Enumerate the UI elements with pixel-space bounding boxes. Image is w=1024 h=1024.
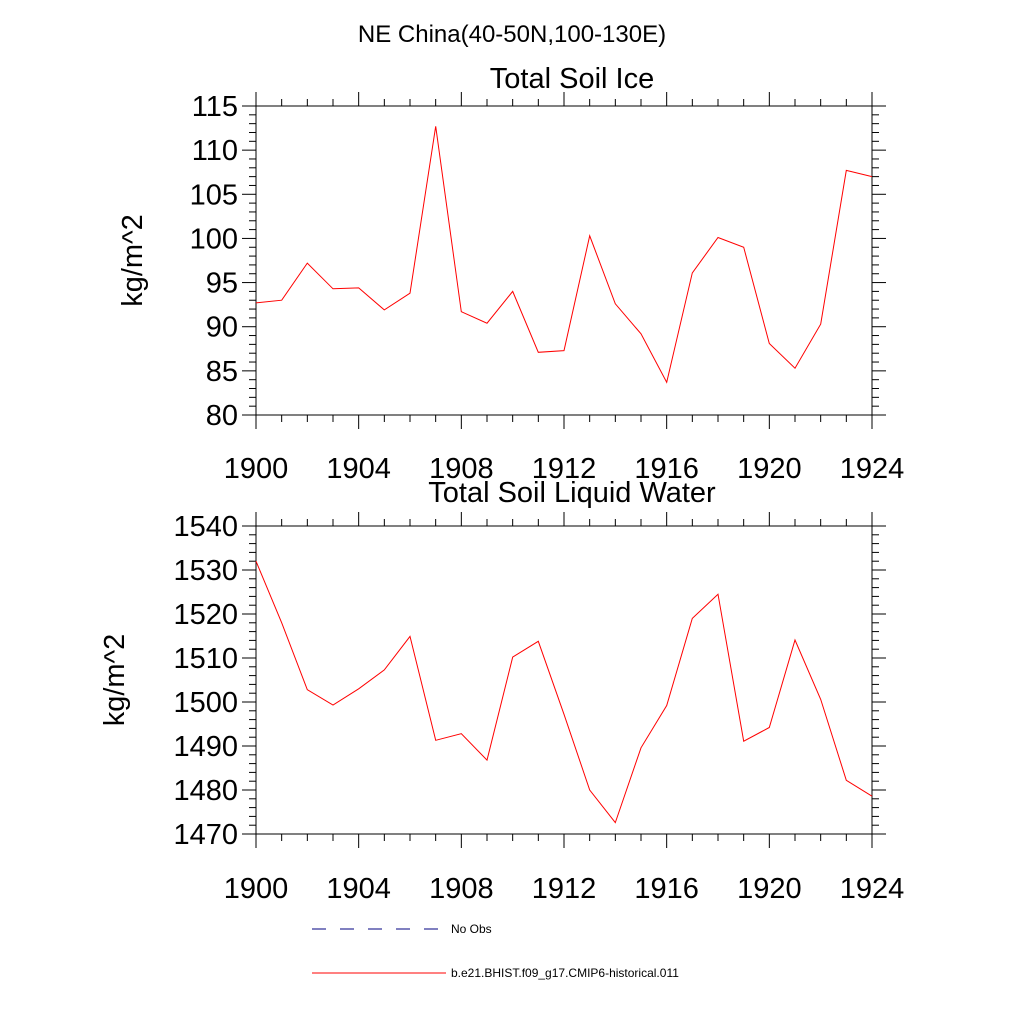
x-tick-label: 1920 [737,453,802,485]
legend-label: No Obs [451,922,492,936]
y-tick-label: 1510 [173,643,238,675]
x-tick-label: 1908 [429,873,494,905]
x-tick-label: 1924 [840,453,905,485]
x-tick-label: 1924 [840,873,905,905]
legend-entry-1: No Obs [312,922,492,936]
chart-panels: Total Soil Ice kg/m^2 80 85 90 95 100 105 110 115… [99,63,904,905]
chart-panel-2: Total Soil Liquid Water kg/m^2 1470 1480 149… [99,477,904,905]
series-line-1 [255,126,873,384]
x-tick-label: 1912 [532,873,597,905]
x-tick-label: 1920 [737,873,802,905]
chart-panel-1: Total Soil Ice kg/m^2 80 85 90 95 100 105 110 115… [117,63,904,485]
legend-label: b.e21.BHIST.f09_g17.CMIP6-historical.011 [451,966,679,980]
y-tick-label: 85 [206,356,238,388]
x-tick-label: 1904 [326,873,391,905]
x-tick-label: 1900 [224,873,289,905]
x-tick-label: 1916 [634,453,699,485]
x-tick-label: 1916 [634,873,699,905]
y-axis-label: kg/m^2 [99,634,131,727]
y-tick-label: 1500 [173,687,238,719]
chart-title: Total Soil Ice [490,63,654,95]
plot-frame [255,525,873,835]
y-tick-label: 1520 [173,599,238,631]
y-tick-label: 1480 [173,775,238,807]
y-tick-label: 1490 [173,731,238,763]
y-tick-label: 95 [206,268,238,300]
y-tick-label: 110 [192,135,238,167]
y-tick-label: 115 [192,91,238,123]
y-tick-label: 80 [206,400,238,432]
legend-entry-2: b.e21.BHIST.f09_g17.CMIP6-historical.011 [312,966,679,980]
y-axis-label: kg/m^2 [117,214,149,307]
series-line-1 [255,561,873,824]
y-tick-label: 1540 [173,511,238,543]
y-tick-label: 90 [206,312,238,344]
x-tick-label: 1908 [429,453,494,485]
y-tick-label: 1470 [173,819,238,851]
y-tick-label: 1530 [173,555,238,587]
x-tick-label: 1912 [532,453,597,485]
x-tick-label: 1904 [326,453,391,485]
x-tick-label: 1900 [224,453,289,485]
y-tick-label: 100 [190,223,238,255]
figure-suptitle: NE China(40-50N,100-130E) [358,21,666,48]
plot-frame [255,105,873,416]
legend: No Obs b.e21.BHIST.f09_g17.CMIP6-historic… [312,922,679,980]
chart-title: Total Soil Liquid Water [428,477,716,509]
y-tick-label: 105 [190,179,238,211]
